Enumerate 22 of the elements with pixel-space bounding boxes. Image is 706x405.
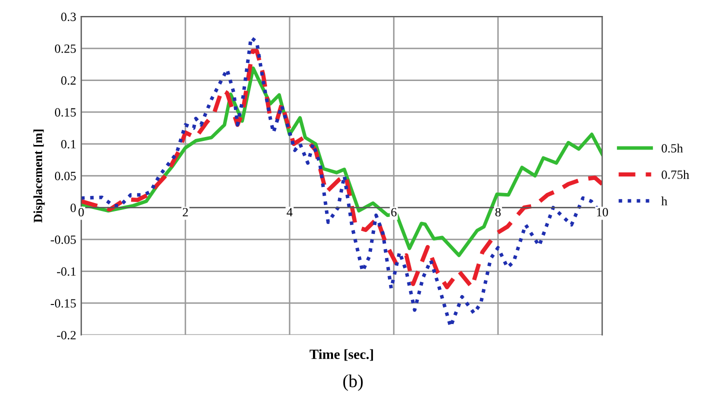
y-tick-label: 0.15 xyxy=(54,108,76,117)
x-tick-label: 6 xyxy=(391,208,397,216)
x-tick-label: 2 xyxy=(182,208,188,216)
legend-label: h xyxy=(661,196,668,206)
y-tick-label: 0.25 xyxy=(54,44,76,53)
x-tick-label: 4 xyxy=(286,208,293,216)
legend-label: 0.75h xyxy=(662,170,690,179)
y-tick-label: -0.05 xyxy=(50,235,76,244)
x-tick-label: 0 xyxy=(78,208,84,216)
y-tick-label: 0.05 xyxy=(54,172,76,180)
legend-label: 0.5h xyxy=(662,144,683,153)
y-tick-label: -0.15 xyxy=(50,299,76,308)
y-tick-label: -0.1 xyxy=(57,267,76,276)
y-tick-label: 0.1 xyxy=(61,140,76,148)
x-tick-label: 8 xyxy=(495,208,501,216)
y-tick-label: -0.2 xyxy=(57,330,76,340)
x-tick-label: 10 xyxy=(597,208,608,216)
y-tick-label: 0.3 xyxy=(61,12,76,22)
text: (b) xyxy=(343,374,363,391)
y-tick-label: 0.2 xyxy=(61,76,76,85)
y-axis-title: Displacement [m] xyxy=(33,130,45,223)
x-axis-title: Time [sec.] xyxy=(310,349,373,361)
